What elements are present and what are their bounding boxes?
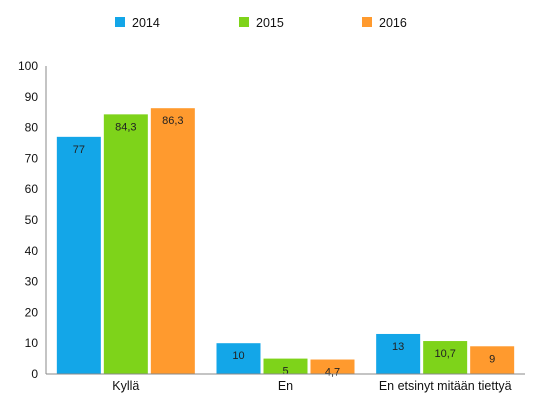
y-tick-label: 0: [31, 367, 38, 381]
category-label: En etsinyt mitään tiettyä: [379, 379, 512, 393]
data-label: 10: [232, 350, 244, 362]
x-axis: Kyllä En En etsinyt mitään tiettyä: [46, 373, 525, 393]
y-tick-label: 80: [25, 121, 39, 135]
bar-2014-1: [216, 343, 261, 374]
bar-2014-2: [376, 333, 421, 374]
legend-label: 2015: [256, 16, 284, 30]
y-tick-label: 60: [25, 182, 39, 196]
bar-2015-2: [423, 341, 468, 374]
y-tick-label: 90: [25, 90, 39, 104]
bar-2016-2: [470, 346, 515, 374]
y-tick-label: 50: [25, 213, 39, 227]
data-label: 84,3: [115, 121, 136, 133]
bar-2016-0: [150, 108, 195, 375]
y-tick-label: 20: [25, 305, 39, 319]
bars: 77 84,3 86,3 10 5 4,7 13 10,7 9: [56, 108, 515, 379]
y-tick-label: 40: [25, 244, 39, 258]
bar-2016-1: [310, 359, 355, 374]
data-label: 13: [392, 341, 404, 353]
bar-2015-1: [263, 358, 308, 374]
bar-2014-0: [56, 136, 101, 374]
legend-swatch-2015: [239, 17, 249, 27]
legend-swatch-2016: [362, 17, 372, 27]
y-axis: 0 10 20 30 40 50 60 70 80 90 100: [18, 59, 47, 381]
y-tick-label: 100: [18, 59, 38, 73]
data-label: 10,7: [434, 348, 455, 360]
y-tick-label: 70: [25, 151, 39, 165]
data-label: 86,3: [162, 115, 183, 127]
data-label: 9: [489, 353, 495, 365]
category-label: En: [278, 379, 293, 393]
legend-label: 2014: [132, 16, 160, 30]
data-label: 77: [73, 144, 85, 156]
y-tick-label: 10: [25, 336, 39, 350]
legend-swatch-2014: [115, 17, 125, 27]
legend: 2014 2015 2016: [115, 16, 407, 30]
data-label: 4,7: [325, 367, 340, 379]
category-label: Kyllä: [112, 379, 139, 393]
legend-label: 2016: [379, 16, 407, 30]
y-tick-label: 30: [25, 275, 39, 289]
data-label: 5: [282, 366, 288, 378]
bar-2015-0: [103, 114, 148, 374]
